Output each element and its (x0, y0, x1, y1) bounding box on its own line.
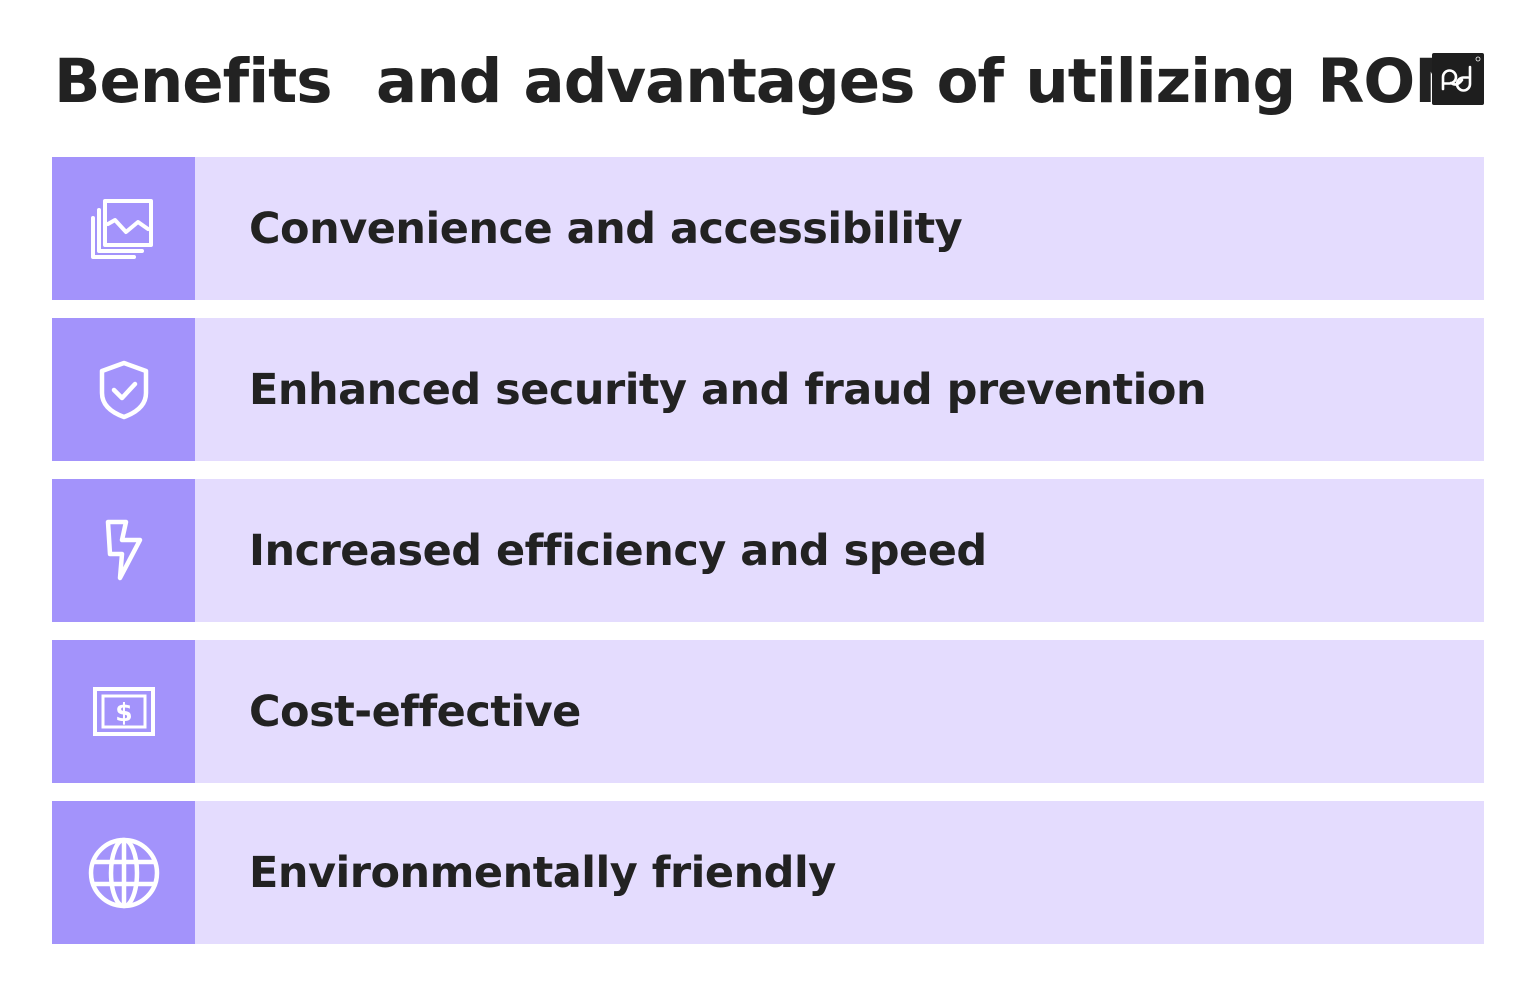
globe-icon (88, 837, 159, 908)
benefit-label: Enhanced security and fraud prevention (249, 364, 1207, 415)
icon-cell: $ (52, 640, 195, 783)
lightning-icon (105, 519, 142, 580)
benefit-label: Increased efficiency and speed (249, 525, 987, 576)
benefit-label: Environmentally friendly (249, 847, 836, 898)
benefit-label: Cost-effective (249, 686, 581, 737)
icon-cell (52, 479, 195, 622)
svg-text:$: $ (115, 698, 132, 727)
benefits-list: Convenience and accessibility Enhanced s… (52, 157, 1484, 944)
shield-check-icon (99, 360, 148, 419)
dollar-bill-icon: $ (92, 686, 155, 736)
page-title: Benefits and advantages of utilizing RON (54, 46, 1465, 117)
benefit-row: Convenience and accessibility (52, 157, 1484, 300)
benefit-row: Enhanced security and fraud prevention (52, 318, 1484, 461)
icon-cell (52, 801, 195, 944)
icon-cell (52, 318, 195, 461)
icon-cell (52, 157, 195, 300)
pd-logo-icon (1432, 53, 1484, 105)
gallery-chart-icon (90, 198, 153, 259)
benefit-row: Increased efficiency and speed (52, 479, 1484, 622)
benefit-row: $ Cost-effective (52, 640, 1484, 783)
benefit-label: Convenience and accessibility (249, 203, 963, 254)
benefit-row: Environmentally friendly (52, 801, 1484, 944)
